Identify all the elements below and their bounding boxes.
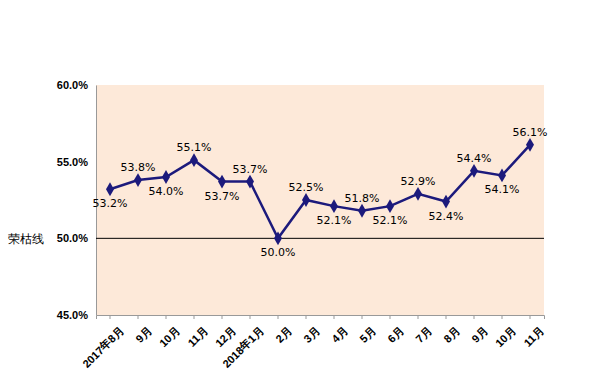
- x-tick-mark: [446, 315, 447, 319]
- x-tick: 10月: [493, 315, 518, 349]
- x-tick: 5月: [357, 315, 378, 345]
- x-tick-label: 12月: [213, 324, 238, 349]
- x-tick-mark: [390, 315, 391, 319]
- y-tick: 45.0%: [57, 309, 96, 321]
- marker: [218, 175, 226, 189]
- marker: [470, 164, 478, 178]
- y-tick-label: 45.0%: [57, 309, 88, 321]
- x-tick-mark: [334, 315, 335, 319]
- x-tick: 3月: [301, 315, 322, 345]
- y-tick-label: 55.0%: [57, 156, 88, 168]
- x-tick: 10月: [157, 315, 182, 349]
- marker: [442, 195, 450, 209]
- x-tick-label: 4月: [329, 324, 350, 345]
- marker: [274, 231, 282, 245]
- x-tick: 7月: [413, 315, 434, 345]
- x-tick-mark: [222, 315, 223, 319]
- y-tick: 55.0%: [57, 156, 96, 168]
- x-tick: 2017年8月: [80, 315, 126, 370]
- x-tick: 9月: [133, 315, 154, 345]
- x-tick-label: 2月: [273, 324, 294, 345]
- chart: 45.0%50.0%55.0%60.0%2017年8月9月10月11月12月20…: [0, 0, 600, 392]
- marker: [414, 187, 422, 201]
- data-label: 53.8%: [121, 161, 156, 174]
- x-tick-label: 7月: [413, 324, 434, 345]
- y-tick-label: 50.0%: [57, 232, 88, 244]
- y-tick: 50.0%: [57, 232, 96, 244]
- marker: [106, 182, 114, 196]
- data-label: 54.0%: [149, 185, 184, 198]
- x-axis: 2017年8月9月10月11月12月2018年1月2月3月4月5月6月7月8月9…: [80, 315, 546, 370]
- data-label: 51.8%: [345, 192, 380, 205]
- data-label: 52.1%: [373, 214, 408, 227]
- data-label: 52.4%: [429, 210, 464, 223]
- marker: [386, 199, 394, 213]
- x-tick-mark: [418, 315, 419, 319]
- x-tick-label: 6月: [385, 324, 406, 345]
- data-label: 54.4%: [457, 152, 492, 165]
- series: [106, 138, 534, 245]
- marker: [134, 173, 142, 187]
- y-tick-label: 60.0%: [57, 79, 88, 91]
- x-tick: 2018年1月: [220, 315, 266, 370]
- data-labels: 53.2% 53.8% 54.0% 55.1% 53.7% 53.7% 50.0% 52.5%…: [93, 126, 548, 260]
- x-tick-mark: [502, 315, 503, 319]
- y-axis: 45.0% 50.0% 55.0% 60.0%: [57, 79, 97, 321]
- x-tick-label: 3月: [301, 324, 322, 345]
- x-tick-mark: [138, 315, 139, 319]
- x-tick-label: 10月: [493, 324, 518, 349]
- x-tick-mark: [194, 315, 195, 319]
- marker: [330, 199, 338, 213]
- data-label: 52.9%: [401, 175, 436, 188]
- x-axis-line: [97, 316, 545, 320]
- x-tick-label: 2018年1月: [220, 324, 266, 370]
- data-label: 53.7%: [233, 163, 268, 176]
- x-tick: 12月: [213, 315, 238, 349]
- x-tick-mark: [278, 315, 279, 319]
- data-label: 53.7%: [205, 190, 240, 203]
- line: [110, 145, 530, 239]
- data-label: 56.1%: [513, 126, 548, 139]
- x-tick: 6月: [385, 315, 406, 345]
- x-tick-label: 9月: [133, 324, 154, 345]
- annotation: 荣枯线: [8, 232, 44, 246]
- x-tick-mark: [166, 315, 167, 319]
- x-tick-label: 2017年8月: [80, 324, 126, 370]
- data-label: 53.2%: [93, 197, 128, 210]
- marker: [526, 138, 534, 152]
- y-tick: 60.0%: [57, 79, 96, 91]
- x-tick: 2月: [273, 315, 294, 345]
- x-tick-mark: [306, 315, 307, 319]
- x-tick-label: 11月: [521, 324, 545, 348]
- x-tick-label: 9月: [469, 324, 490, 345]
- data-label: 55.1%: [177, 141, 212, 154]
- data-label: 52.5%: [289, 181, 324, 194]
- marker: [190, 153, 198, 167]
- x-tick: 9月: [469, 315, 490, 345]
- marker: [246, 175, 254, 189]
- x-tick-mark: [110, 315, 111, 319]
- x-tick-label: 5月: [357, 324, 378, 345]
- x-tick-mark: [530, 315, 531, 319]
- marker: [302, 193, 310, 207]
- marker: [162, 170, 170, 184]
- x-tick: 11月: [521, 315, 545, 349]
- marker: [358, 204, 366, 218]
- x-tick-label: 8月: [441, 324, 462, 345]
- x-tick-mark: [250, 315, 251, 319]
- data-label: 50.0%: [261, 246, 296, 259]
- x-tick-label: 10月: [157, 324, 182, 349]
- x-tick-mark: [362, 315, 363, 319]
- x-tick: 8月: [441, 315, 462, 345]
- reference-line: [96, 238, 544, 239]
- data-label: 54.1%: [485, 183, 520, 196]
- x-tick-label: 11月: [185, 324, 209, 348]
- data-label: 52.1%: [317, 214, 352, 227]
- x-tick: 11月: [185, 315, 209, 349]
- marker: [498, 169, 506, 183]
- plot-background: [96, 85, 544, 315]
- x-tick-mark: [474, 315, 475, 319]
- x-tick: 4月: [329, 315, 350, 345]
